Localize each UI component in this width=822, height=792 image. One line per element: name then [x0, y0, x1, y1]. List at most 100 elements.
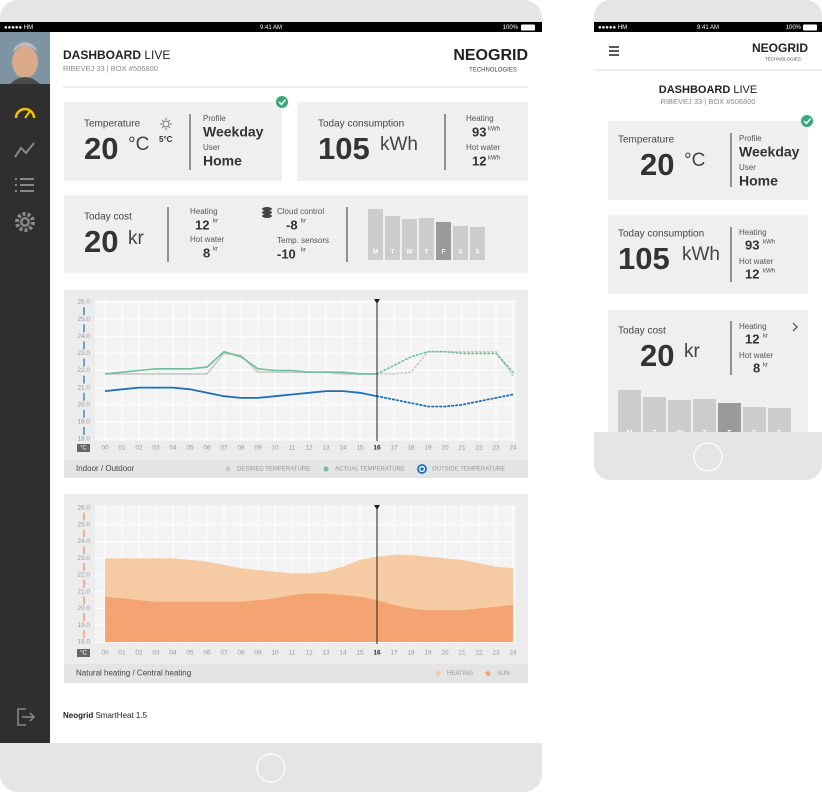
y-tick-label: 21.0 — [77, 384, 90, 391]
brand-tagline: TECHNOLOGIES — [469, 68, 517, 74]
avatar-shirt — [10, 77, 40, 84]
x-tick-label: 06 — [203, 445, 211, 452]
heating-cost-unit: kr — [213, 219, 218, 225]
profile: Weekday — [739, 144, 800, 160]
status-ok — [276, 96, 288, 108]
x-tick-label: 14 — [339, 445, 347, 452]
series-forecast — [376, 393, 514, 408]
brand: NEOGRID — [752, 41, 808, 55]
week-bar — [470, 227, 485, 260]
footer-product: SmartHeat 1.5 — [95, 711, 147, 720]
battery: 100% — [503, 25, 519, 31]
clock: 9:41 AM — [260, 25, 282, 31]
nav-logout[interactable] — [17, 708, 36, 726]
x-tick-label: 10 — [271, 650, 279, 657]
nav-dashboard[interactable] — [14, 107, 36, 119]
carrier: ●●●●● HM — [598, 25, 627, 31]
x-tick-label: 20 — [441, 650, 449, 657]
week-day: F — [442, 249, 446, 256]
nav-trends[interactable] — [14, 142, 35, 158]
consumption-card — [297, 102, 528, 181]
week-day: T — [425, 249, 429, 256]
x-tick-label: 19 — [424, 445, 432, 452]
x-tick-label: 07 — [220, 650, 228, 657]
y-tick-label: 26.0 — [77, 505, 90, 512]
cost-value: 20 — [640, 338, 674, 373]
battery-icon — [803, 24, 817, 31]
status-check — [278, 99, 287, 106]
user: Home — [203, 153, 242, 169]
app-version: Neogrid SmartHeat 1.5 — [63, 711, 148, 720]
week-day: T — [391, 249, 395, 256]
home-button[interactable] — [693, 442, 723, 472]
card-label: Today consumption — [618, 229, 704, 240]
avatar-face — [12, 46, 38, 78]
status-ok — [801, 115, 813, 127]
avatar-hair — [13, 42, 37, 52]
profile: Weekday — [203, 124, 264, 140]
week-day: M — [373, 249, 378, 256]
x-tick-label: 21 — [458, 650, 466, 657]
x-tick-label: 18 — [407, 445, 415, 452]
user-label: User — [739, 163, 756, 172]
page-title: DASHBOARD LIVE — [659, 84, 757, 96]
cost-details[interactable] — [792, 322, 798, 332]
week-bar — [368, 209, 383, 260]
x-tick-label: 00 — [101, 650, 109, 657]
temperature-value: 20 — [84, 131, 118, 166]
nav-settings[interactable] — [15, 212, 35, 232]
legend-label: OUTSIDE TEMPERATURE — [432, 467, 505, 473]
x-tick-label: 08 — [237, 650, 245, 657]
card-label: Today cost — [618, 326, 666, 337]
week-bar — [419, 218, 434, 260]
x-tick-label: 01 — [118, 445, 126, 452]
week-bar — [618, 390, 641, 441]
x-tick-label: 17 — [390, 445, 398, 452]
x-tick-label: 12 — [305, 650, 313, 657]
legend-marker — [323, 466, 329, 472]
user: Home — [739, 173, 778, 189]
y-tick-label: 23.0 — [77, 555, 90, 562]
x-tick-label: 09 — [254, 445, 262, 452]
now-marker-head — [374, 505, 380, 510]
heating-value: 93 — [472, 124, 486, 139]
cost-value: 20 — [84, 224, 118, 259]
x-tick-label: 23 — [492, 650, 500, 657]
now-marker-head — [374, 299, 380, 304]
nav-list[interactable] — [15, 178, 34, 192]
x-tick-label: 02 — [135, 445, 143, 452]
week-bar — [693, 399, 716, 441]
legend-label: DESIRED TEMPERATURE — [237, 467, 310, 473]
y-tick-label: 20.0 — [77, 605, 90, 612]
x-tick-label: 16 — [373, 650, 381, 657]
x-tick-label: 07 — [220, 445, 228, 452]
heating-label: Heating — [739, 228, 767, 237]
consumption-unit: kWh — [682, 244, 720, 265]
y-tick-label: 22.0 — [77, 572, 90, 579]
menu-button[interactable] — [609, 46, 619, 56]
footer-brand: Neogrid — [63, 711, 93, 720]
x-tick-label: 03 — [152, 445, 160, 452]
x-tick-label: 23 — [492, 445, 500, 452]
hot-water-cost: 8 — [203, 245, 210, 260]
x-tick-label: 18 — [407, 650, 415, 657]
week-bar — [436, 222, 451, 260]
profile-label: Profile — [739, 134, 762, 143]
sun-icon — [160, 118, 172, 130]
y-tick-label: 19.0 — [77, 622, 90, 629]
x-tick-label: 13 — [322, 650, 330, 657]
chart-label: Indoor / Outdoor — [76, 464, 135, 473]
y-tick-label: 18.0 — [77, 436, 90, 443]
consumption-card — [608, 215, 808, 294]
week-bar — [402, 219, 417, 260]
hot-water-unit: kWh — [488, 156, 500, 162]
legend-marker — [485, 671, 491, 676]
week-bar — [385, 216, 400, 260]
series-line — [104, 386, 378, 399]
week-bar — [643, 397, 666, 441]
x-tick-label: 22 — [475, 650, 483, 657]
hot-water-label: Hot water — [739, 257, 774, 266]
x-tick-label: 09 — [254, 650, 262, 657]
home-button[interactable] — [256, 753, 286, 783]
